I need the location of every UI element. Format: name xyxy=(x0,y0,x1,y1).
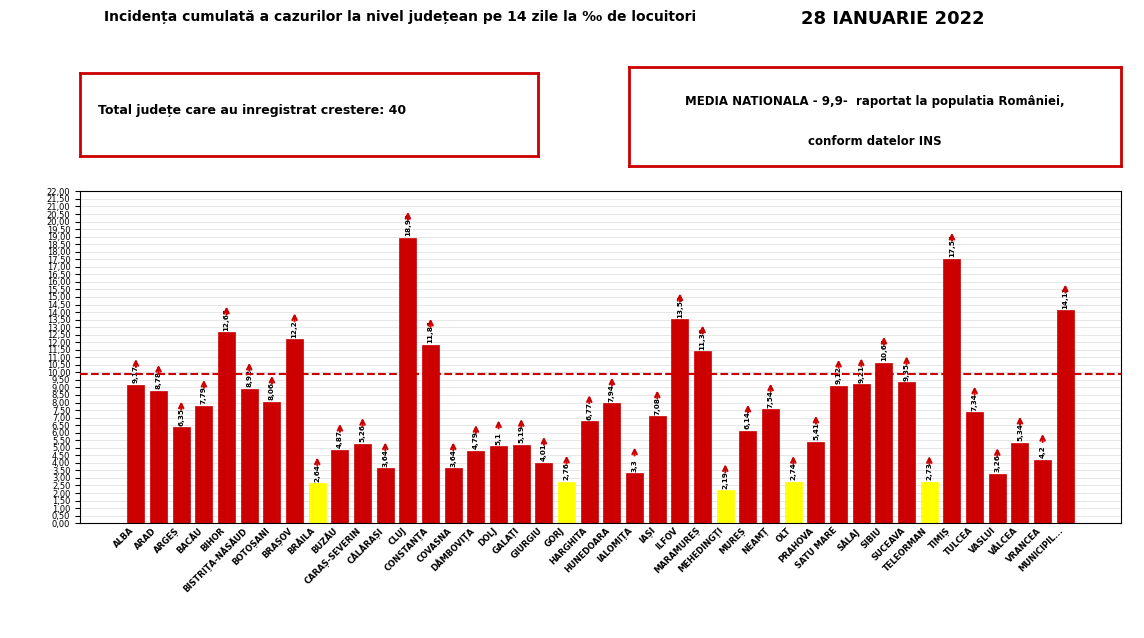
Text: 6,77: 6,77 xyxy=(586,402,593,420)
Bar xyxy=(581,421,598,523)
Text: 6,14: 6,14 xyxy=(745,411,750,429)
Text: 8,78: 8,78 xyxy=(156,371,161,389)
Bar xyxy=(127,385,144,523)
Bar xyxy=(739,431,756,523)
Text: 13,52: 13,52 xyxy=(677,295,683,318)
Bar xyxy=(603,403,620,523)
Bar xyxy=(150,390,167,523)
Bar xyxy=(988,474,1006,523)
Bar xyxy=(1057,310,1074,523)
Bar xyxy=(376,468,394,523)
Bar xyxy=(490,446,507,523)
Text: 5,26: 5,26 xyxy=(359,424,366,442)
Bar xyxy=(672,319,689,523)
Text: 7,08: 7,08 xyxy=(654,397,660,415)
Bar xyxy=(263,401,280,523)
Text: 9,21: 9,21 xyxy=(858,365,864,383)
Text: 9,35: 9,35 xyxy=(904,362,909,381)
Bar xyxy=(898,382,915,523)
Bar xyxy=(286,339,303,523)
Text: 2,64: 2,64 xyxy=(315,464,320,482)
Bar xyxy=(309,484,326,523)
Text: 18,93: 18,93 xyxy=(405,213,411,236)
Text: 7,94: 7,94 xyxy=(609,384,615,402)
Bar xyxy=(513,445,530,523)
Bar xyxy=(240,389,257,523)
Text: 10,65: 10,65 xyxy=(881,338,887,361)
Bar xyxy=(468,451,484,523)
Bar xyxy=(173,427,190,523)
Text: 6,35: 6,35 xyxy=(178,408,184,426)
Bar xyxy=(196,406,213,523)
Bar xyxy=(967,413,983,523)
Bar xyxy=(717,490,733,523)
Bar xyxy=(422,345,439,523)
Text: 9,17: 9,17 xyxy=(133,366,138,383)
Text: 4,87: 4,87 xyxy=(337,431,343,449)
Text: 7,54: 7,54 xyxy=(768,390,773,408)
Bar xyxy=(1011,443,1028,523)
Bar xyxy=(694,352,712,523)
Bar xyxy=(332,450,349,523)
Text: 7,34: 7,34 xyxy=(971,393,978,411)
Text: 3,64: 3,64 xyxy=(382,449,388,467)
Text: 11,39: 11,39 xyxy=(700,327,706,350)
Text: MEDIA NATIONALA - 9,9-  raportat la populatia României,: MEDIA NATIONALA - 9,9- raportat la popul… xyxy=(685,95,1065,108)
Bar xyxy=(535,463,553,523)
Bar xyxy=(852,384,869,523)
Text: 8,92: 8,92 xyxy=(246,369,252,387)
Text: 3,26: 3,26 xyxy=(994,455,1000,473)
Text: 4,79: 4,79 xyxy=(472,431,479,449)
Text: 11,84: 11,84 xyxy=(428,320,434,343)
Text: Total județe care au inregistrat crestere: 40: Total județe care au inregistrat crester… xyxy=(98,104,406,117)
Text: 5,19: 5,19 xyxy=(518,426,524,443)
Bar xyxy=(1034,460,1051,523)
Text: 7,79: 7,79 xyxy=(201,386,207,404)
Bar xyxy=(649,417,666,523)
Text: 5,1: 5,1 xyxy=(495,432,501,445)
Text: 28 IANUARIE 2022: 28 IANUARIE 2022 xyxy=(801,10,984,27)
Text: conform datelor INS: conform datelor INS xyxy=(809,135,942,147)
Text: 2,19: 2,19 xyxy=(722,471,729,489)
Bar xyxy=(944,258,961,523)
Text: 14,11: 14,11 xyxy=(1063,286,1068,309)
Bar xyxy=(785,482,802,523)
Text: Incidența cumulată a cazurilor la nivel județean pe 14 zile la ‰ de locuitori: Incidența cumulată a cazurilor la nivel … xyxy=(104,10,697,24)
Text: 4,2: 4,2 xyxy=(1040,445,1046,458)
Text: 2,73: 2,73 xyxy=(927,463,932,480)
Bar xyxy=(808,441,825,523)
Bar xyxy=(831,385,847,523)
Bar xyxy=(445,468,462,523)
Bar xyxy=(762,410,779,523)
Text: 2,76: 2,76 xyxy=(564,462,570,480)
Text: 2,74: 2,74 xyxy=(791,463,796,480)
Text: 5,34: 5,34 xyxy=(1017,423,1023,441)
Bar xyxy=(558,482,575,523)
Text: 3,64: 3,64 xyxy=(451,449,456,467)
Text: 8,06: 8,06 xyxy=(269,382,275,400)
Bar xyxy=(626,473,643,523)
Text: 17,54: 17,54 xyxy=(950,234,955,257)
Text: 12,2: 12,2 xyxy=(292,320,297,338)
Text: 9,12: 9,12 xyxy=(835,366,842,384)
Bar xyxy=(399,238,416,523)
Bar xyxy=(219,332,235,523)
Text: 3,3: 3,3 xyxy=(631,459,637,472)
Text: 5,41: 5,41 xyxy=(813,422,819,440)
Bar xyxy=(921,482,938,523)
Bar xyxy=(355,444,371,523)
Text: 12,65: 12,65 xyxy=(223,308,230,331)
Text: 4,01: 4,01 xyxy=(541,443,547,461)
Bar xyxy=(875,362,892,523)
